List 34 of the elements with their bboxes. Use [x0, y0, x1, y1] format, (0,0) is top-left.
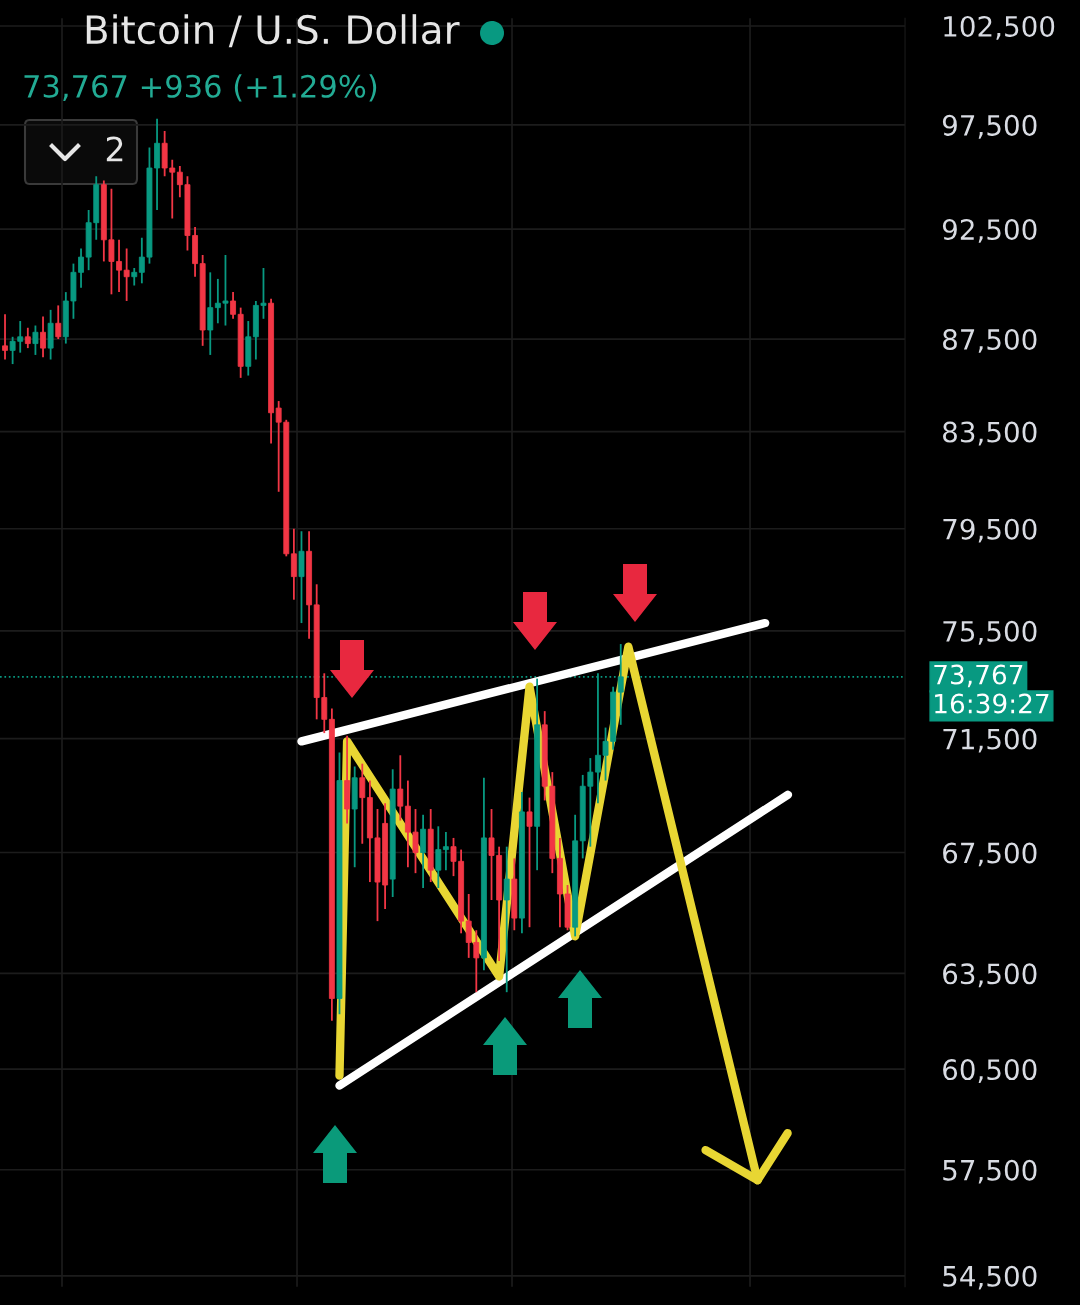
text: 73,767 +936 (+1.29%) [24, 74, 377, 102]
y-tick-label: 97,500 [942, 114, 1037, 139]
candlestick [55, 304, 62, 340]
y-tick-label: 102,500 [944, 15, 1055, 40]
y-tick-label: 63,500 [943, 963, 1037, 988]
chart-title: Bitcoin / U.S. Dollar [86, 14, 460, 48]
candlestick [397, 754, 404, 822]
y-tick-label: 57,500 [943, 1159, 1037, 1184]
y-tick-label: 83,500 [943, 421, 1037, 446]
candlestick [359, 762, 366, 845]
y-tick-label: 92,500 [942, 219, 1037, 243]
text: 16:39:27 [935, 693, 1049, 714]
candlestick [617, 643, 624, 726]
y-tick-label: 71,500 [943, 728, 1037, 753]
candlestick [40, 315, 46, 359]
candlestick [2, 313, 8, 361]
annotation: 2 [106, 136, 123, 162]
ref-line-label: 73,767 [934, 664, 1023, 688]
candlestick [24, 326, 31, 350]
y-tick-label: 87,500 [943, 328, 1037, 353]
candlestick [230, 291, 236, 320]
candlestick [32, 324, 39, 356]
y-tick-label: 60,500 [943, 1059, 1037, 1083]
candlestick [207, 271, 214, 356]
candlestick [290, 527, 297, 601]
candlestick [503, 845, 510, 994]
y-tick-label: 75,500 [943, 620, 1037, 645]
candlestick [435, 825, 442, 889]
y-tick-label: 54,500 [943, 1265, 1037, 1290]
y-tick-label: 79,500 [943, 518, 1037, 543]
candlestick [526, 796, 533, 929]
y-tick-label: 67,500 [943, 842, 1037, 867]
candlestick [420, 813, 427, 889]
candlestick [442, 831, 449, 872]
